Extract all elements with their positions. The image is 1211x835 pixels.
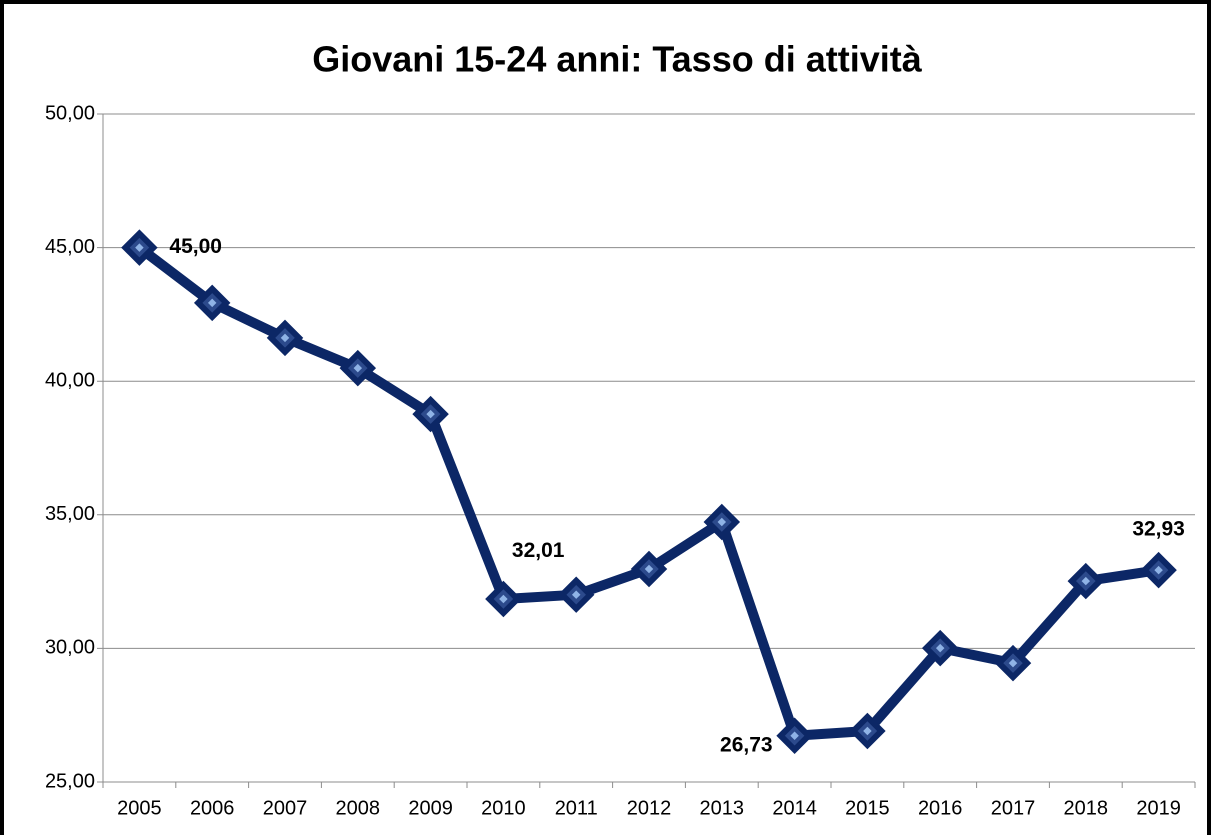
marker-dot <box>1008 658 1018 668</box>
marker-dot <box>790 731 799 741</box>
marker-dot <box>571 590 581 599</box>
x-tick-label: 2019 <box>1136 797 1181 819</box>
marker-dot <box>644 564 654 574</box>
chart-title: Giovani 15-24 anni: Tasso di attività <box>312 39 922 80</box>
marker-dot <box>935 643 945 653</box>
marker-dot <box>353 363 363 373</box>
marker-dot <box>1154 565 1163 575</box>
marker-dot <box>863 726 872 736</box>
marker-dot <box>499 594 508 604</box>
marker-dot <box>135 243 144 252</box>
x-tick-label: 2018 <box>1064 797 1109 819</box>
x-tick-label: 2015 <box>845 797 890 819</box>
marker-dot <box>426 409 435 419</box>
data-label: 26,73 <box>720 733 773 756</box>
x-tick-label: 2009 <box>408 797 453 819</box>
y-tick-label: 25,00 <box>45 770 95 792</box>
y-tick-label: 35,00 <box>45 503 95 525</box>
x-tick-label: 2010 <box>481 797 526 819</box>
marker-dot <box>717 517 727 527</box>
data-label: 32,93 <box>1132 518 1185 541</box>
x-tick-label: 2008 <box>336 797 381 819</box>
marker-dot <box>207 298 217 308</box>
x-tick-label: 2012 <box>627 797 672 819</box>
x-tick-label: 2011 <box>555 797 598 819</box>
x-tick-label: 2017 <box>991 797 1036 819</box>
y-tick-label: 45,00 <box>45 236 95 258</box>
y-tick-label: 40,00 <box>45 369 95 391</box>
y-tick-label: 50,00 <box>45 102 95 124</box>
data-label: 32,01 <box>512 539 565 562</box>
x-tick-label: 2016 <box>918 797 963 819</box>
data-label: 45,00 <box>169 235 222 258</box>
y-tick-label: 30,00 <box>45 637 95 659</box>
x-tick-label: 2007 <box>263 797 308 819</box>
x-tick-label: 2014 <box>772 797 817 819</box>
x-tick-label: 2013 <box>700 797 745 819</box>
x-tick-label: 2006 <box>190 797 235 819</box>
marker-dot <box>1081 576 1091 586</box>
x-tick-label: 2005 <box>117 797 162 819</box>
marker-dot <box>280 333 290 343</box>
